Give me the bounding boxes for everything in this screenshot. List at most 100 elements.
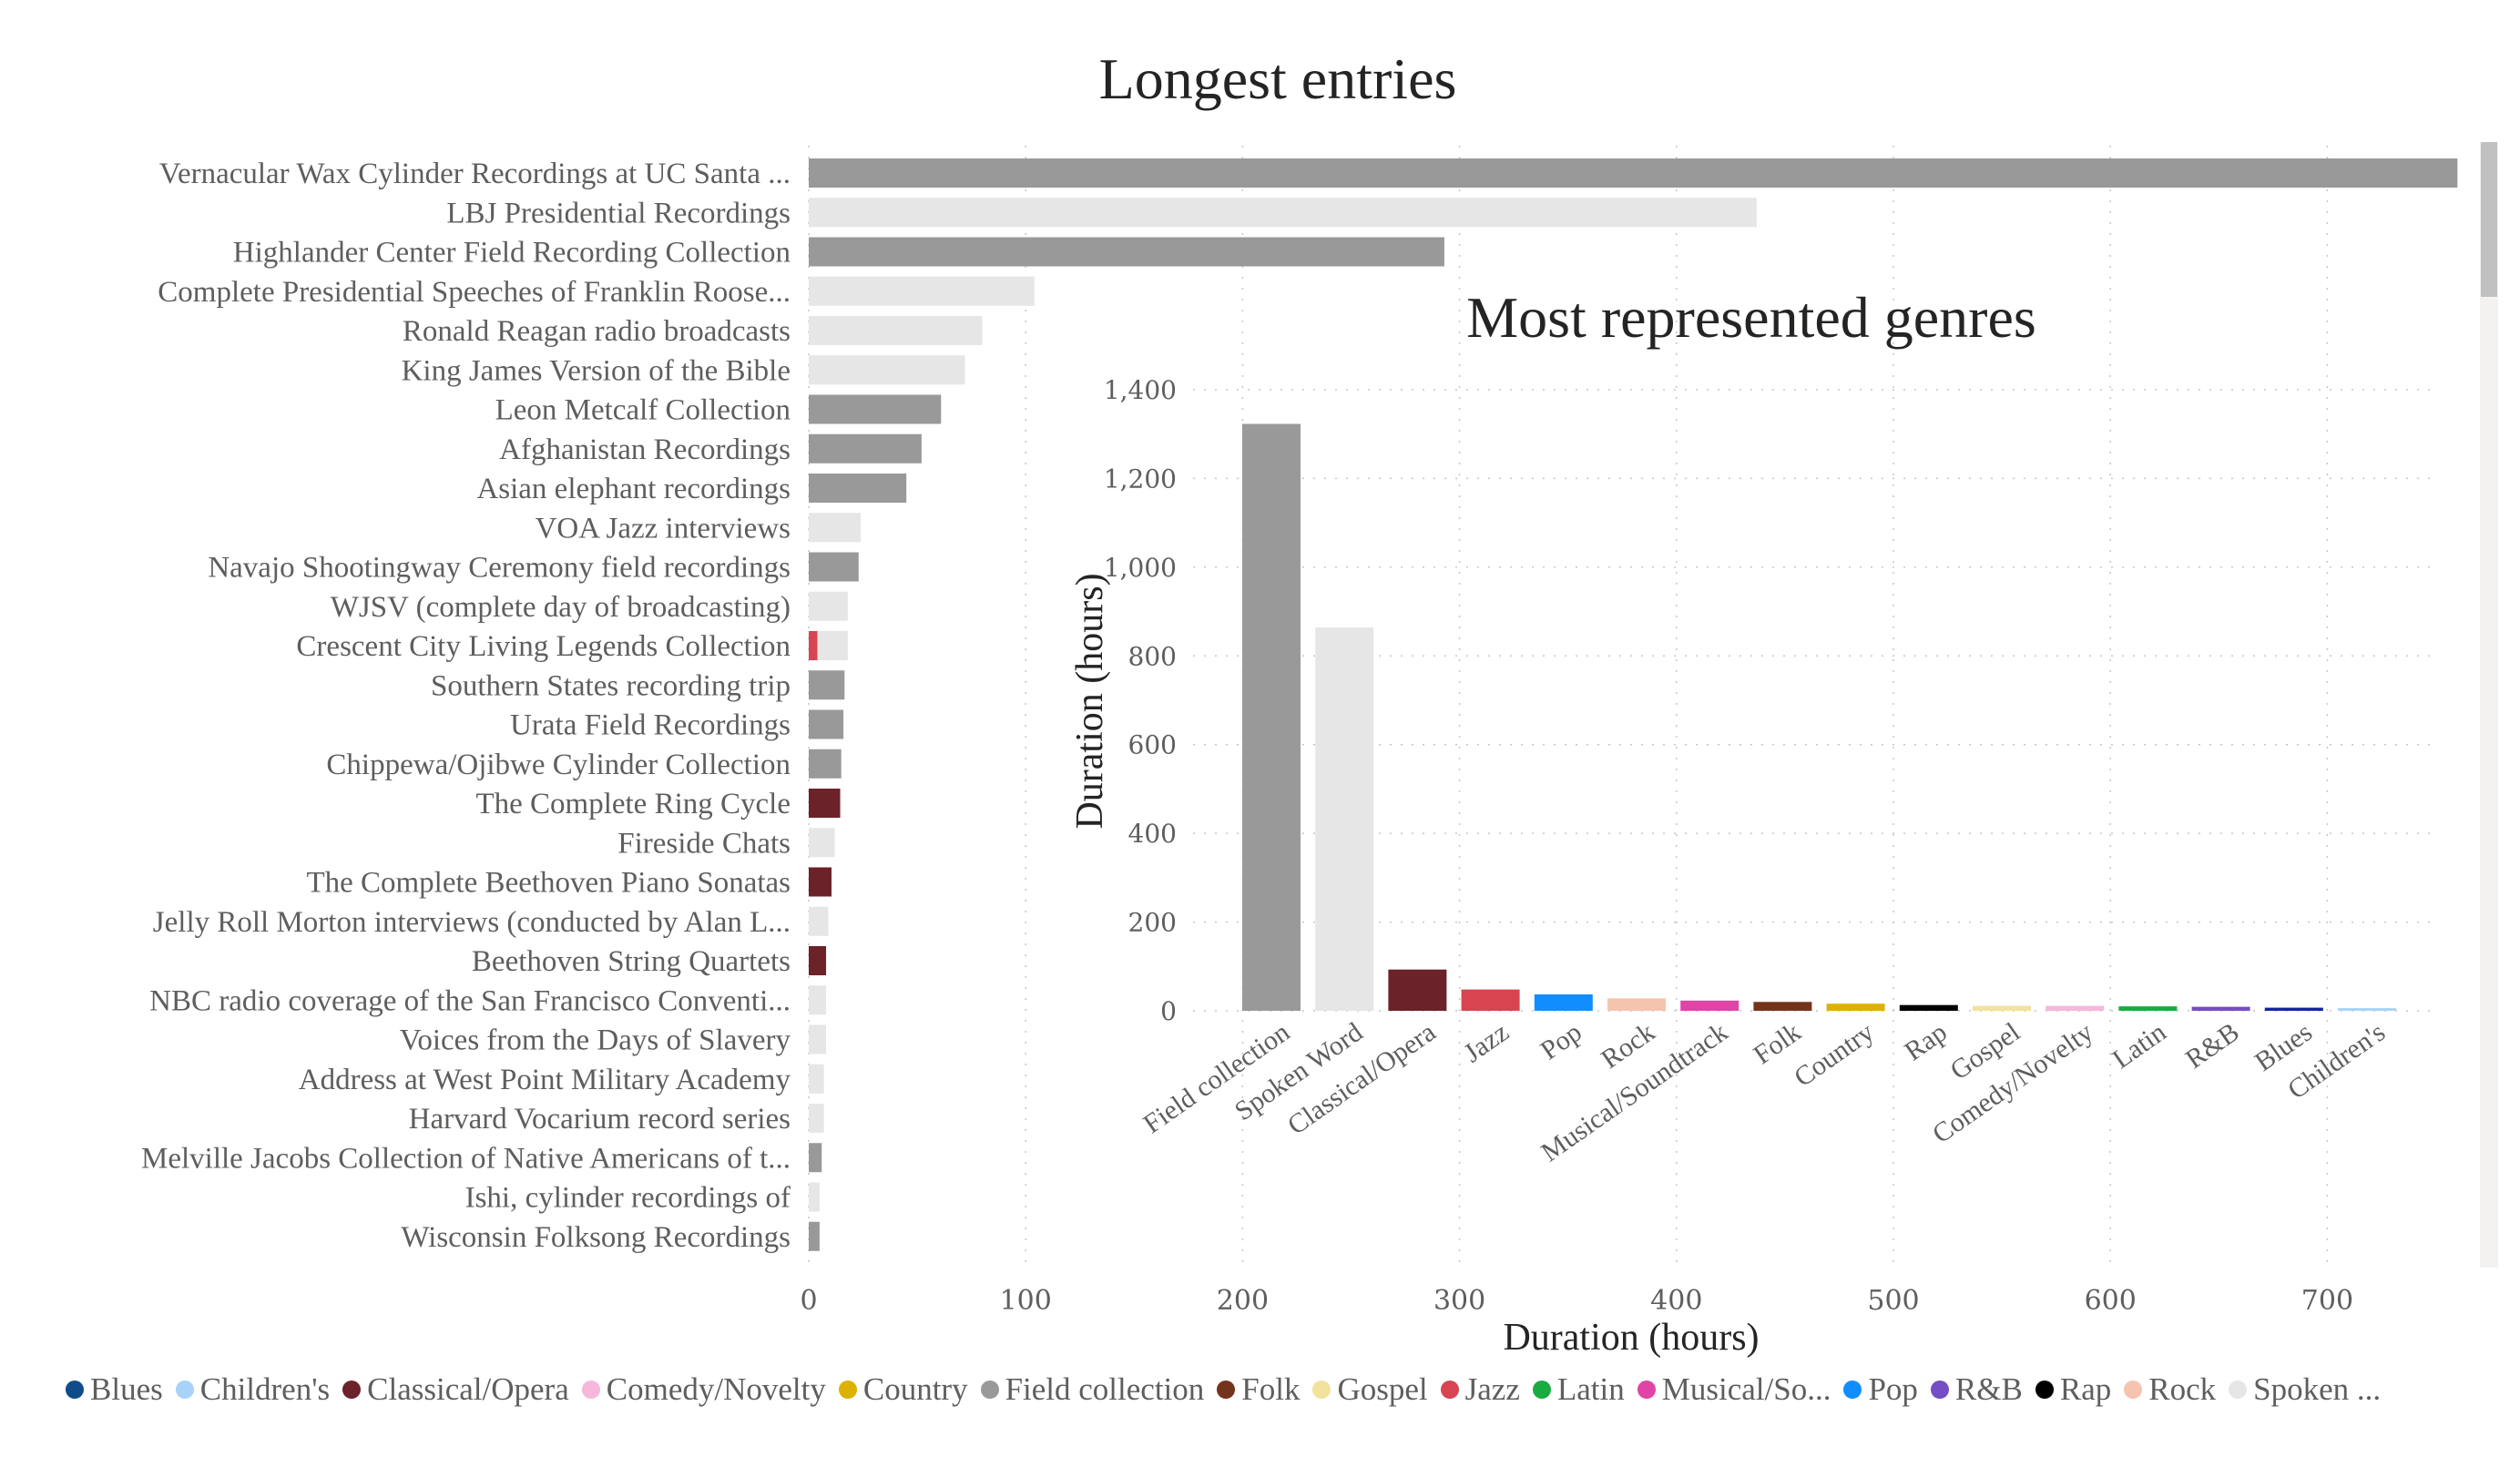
vertical-scrollbar[interactable] [2480, 142, 2498, 1268]
legend-item[interactable]: Children's [175, 1371, 330, 1408]
y-axis-title: Duration (hours) [1069, 573, 1111, 829]
genre-label: Rap [1899, 1017, 1953, 1067]
legend-label: R&B [1954, 1371, 2023, 1407]
legend-item[interactable]: Jazz [1440, 1371, 1520, 1408]
entry-bar-segment[interactable] [809, 867, 832, 897]
x-tick-label: 600 [2085, 1285, 2137, 1317]
entry-bar-segment[interactable] [809, 1182, 820, 1212]
entry-label: The Complete Ring Cycle [475, 788, 791, 820]
genre-bar[interactable] [1461, 989, 1520, 1011]
entry-bar-segment[interactable] [809, 237, 1444, 267]
legend-label: Folk [1241, 1371, 1301, 1407]
legend-label: Musical/So... [1661, 1371, 1831, 1407]
entry-bar-segment[interactable] [809, 474, 907, 503]
legend-item[interactable]: Rock [2124, 1371, 2216, 1408]
longest-entries-title: Longest entries [1099, 46, 1457, 111]
entry-bar-segment[interactable] [809, 1104, 824, 1133]
genre-bar[interactable] [1242, 423, 1301, 1011]
genre-label: Country [1789, 1017, 1879, 1093]
legend-swatch-icon [1217, 1381, 1236, 1399]
genre-bar[interactable] [1534, 993, 1593, 1011]
legend-label: Country [862, 1371, 968, 1407]
x-axis-ticks: 0 100 200 300 400 500 600 700 [800, 1285, 2353, 1317]
genre-bar[interactable] [2264, 1007, 2323, 1011]
legend-swatch-icon [1843, 1381, 1862, 1399]
genre-bar[interactable] [1826, 1004, 1885, 1011]
entry-label: Afghanistan Recordings [499, 433, 791, 466]
entry-label: Harvard Vocarium record series [409, 1103, 791, 1136]
entry-bar-segment[interactable] [809, 631, 818, 660]
entry-bar-segment[interactable] [817, 631, 848, 660]
entry-label: The Complete Beethoven Piano Sonatas [306, 867, 791, 900]
legend-item[interactable]: Folk [1217, 1371, 1300, 1408]
genre-bar[interactable] [2338, 1008, 2396, 1011]
legend-item[interactable]: Country [838, 1371, 968, 1408]
legend-item[interactable]: R&B [1930, 1371, 2023, 1408]
genre-bar[interactable] [1607, 998, 1666, 1011]
entry-label: Fireside Chats [617, 827, 791, 860]
entry-bar-segment[interactable] [809, 316, 983, 345]
entry-bar-segment[interactable] [809, 946, 827, 975]
legend-swatch-icon [1312, 1381, 1331, 1399]
longest-entries-chart: Longest entries Vernacular Wax Cylinder … [141, 46, 2458, 1359]
entry-bar-segment[interactable] [809, 591, 848, 621]
most-represented-genres-chart: Most represented genres 0 200 400 600 800 1,0… [1069, 285, 2430, 1167]
x-tick-label: 500 [1867, 1285, 1919, 1317]
legend-item[interactable]: Classical/Opera [342, 1371, 569, 1408]
entry-bar-segment[interactable] [809, 198, 1757, 228]
legend-item[interactable]: Field collection [980, 1371, 1204, 1408]
scrollbar-thumb[interactable] [2481, 142, 2497, 297]
y-tick-label: 200 [1128, 908, 1177, 938]
entry-bar-segment[interactable] [809, 789, 841, 818]
entry-label: Address at West Point Military Academy [299, 1064, 791, 1096]
entry-bar-segment[interactable] [809, 1221, 820, 1251]
genre-bar[interactable] [1315, 627, 1374, 1011]
genre-bar[interactable] [2191, 1006, 2250, 1011]
legend-item[interactable]: Latin [1532, 1371, 1625, 1408]
legend-label: Jazz [1464, 1371, 1520, 1407]
entry-bar-segment[interactable] [809, 355, 965, 385]
genre-label: Latin [2107, 1017, 2172, 1075]
entries-category-labels: Vernacular Wax Cylinder Recordings at UC… [141, 158, 791, 1254]
entry-bar-segment[interactable] [809, 1024, 827, 1055]
entry-label: NBC radio coverage of the San Francisco … [149, 984, 791, 1017]
entry-bar-segment[interactable] [809, 513, 862, 543]
legend-item[interactable]: Pop [1843, 1371, 1918, 1408]
genre-bar[interactable] [1753, 1002, 1812, 1011]
legend-item[interactable]: Rap [2035, 1371, 2111, 1408]
x-tick-label: 700 [2301, 1285, 2353, 1317]
entry-bar-segment[interactable] [809, 158, 2458, 188]
legend-item[interactable]: Gospel [1312, 1371, 1428, 1408]
genre-bar[interactable] [1973, 1005, 2031, 1011]
legend-item[interactable]: Comedy/Novelty [581, 1371, 826, 1408]
entry-label: Vernacular Wax Cylinder Recordings at UC… [159, 158, 791, 190]
x-tick-label: 200 [1217, 1285, 1269, 1317]
genre-bar[interactable] [2046, 1005, 2105, 1011]
entry-label: Voices from the Days of Slavery [400, 1024, 791, 1057]
genre-bar[interactable] [1388, 969, 1447, 1011]
legend-item[interactable]: Blues [66, 1371, 163, 1408]
entry-bar-segment[interactable] [809, 709, 844, 739]
entry-bar-segment[interactable] [809, 906, 829, 936]
entry-label: LBJ Presidential Recordings [446, 197, 791, 229]
legend-item[interactable]: Spoken ... [2229, 1371, 2381, 1408]
genre-bar[interactable] [1899, 1004, 1958, 1011]
entry-bar-segment[interactable] [809, 1143, 822, 1173]
entry-bar-segment[interactable] [809, 1064, 824, 1094]
entry-bar-segment[interactable] [809, 552, 859, 582]
entry-bar-segment[interactable] [809, 749, 842, 779]
x-tick-label: 100 [1000, 1285, 1052, 1317]
entry-bar-segment[interactable] [809, 670, 845, 700]
legend-item[interactable]: Musical/So... [1637, 1371, 1831, 1408]
entry-bar-segment[interactable] [809, 433, 922, 464]
genre-bar[interactable] [1680, 1000, 1740, 1011]
entry-bar-segment[interactable] [809, 828, 835, 858]
genre-bar[interactable] [2118, 1006, 2178, 1011]
legend-swatch-icon [2035, 1381, 2054, 1399]
legend-swatch-icon [2229, 1381, 2248, 1399]
entry-bar-segment[interactable] [809, 394, 942, 424]
entry-bar-segment[interactable] [809, 985, 827, 1015]
entry-bar-segment[interactable] [809, 276, 1035, 306]
